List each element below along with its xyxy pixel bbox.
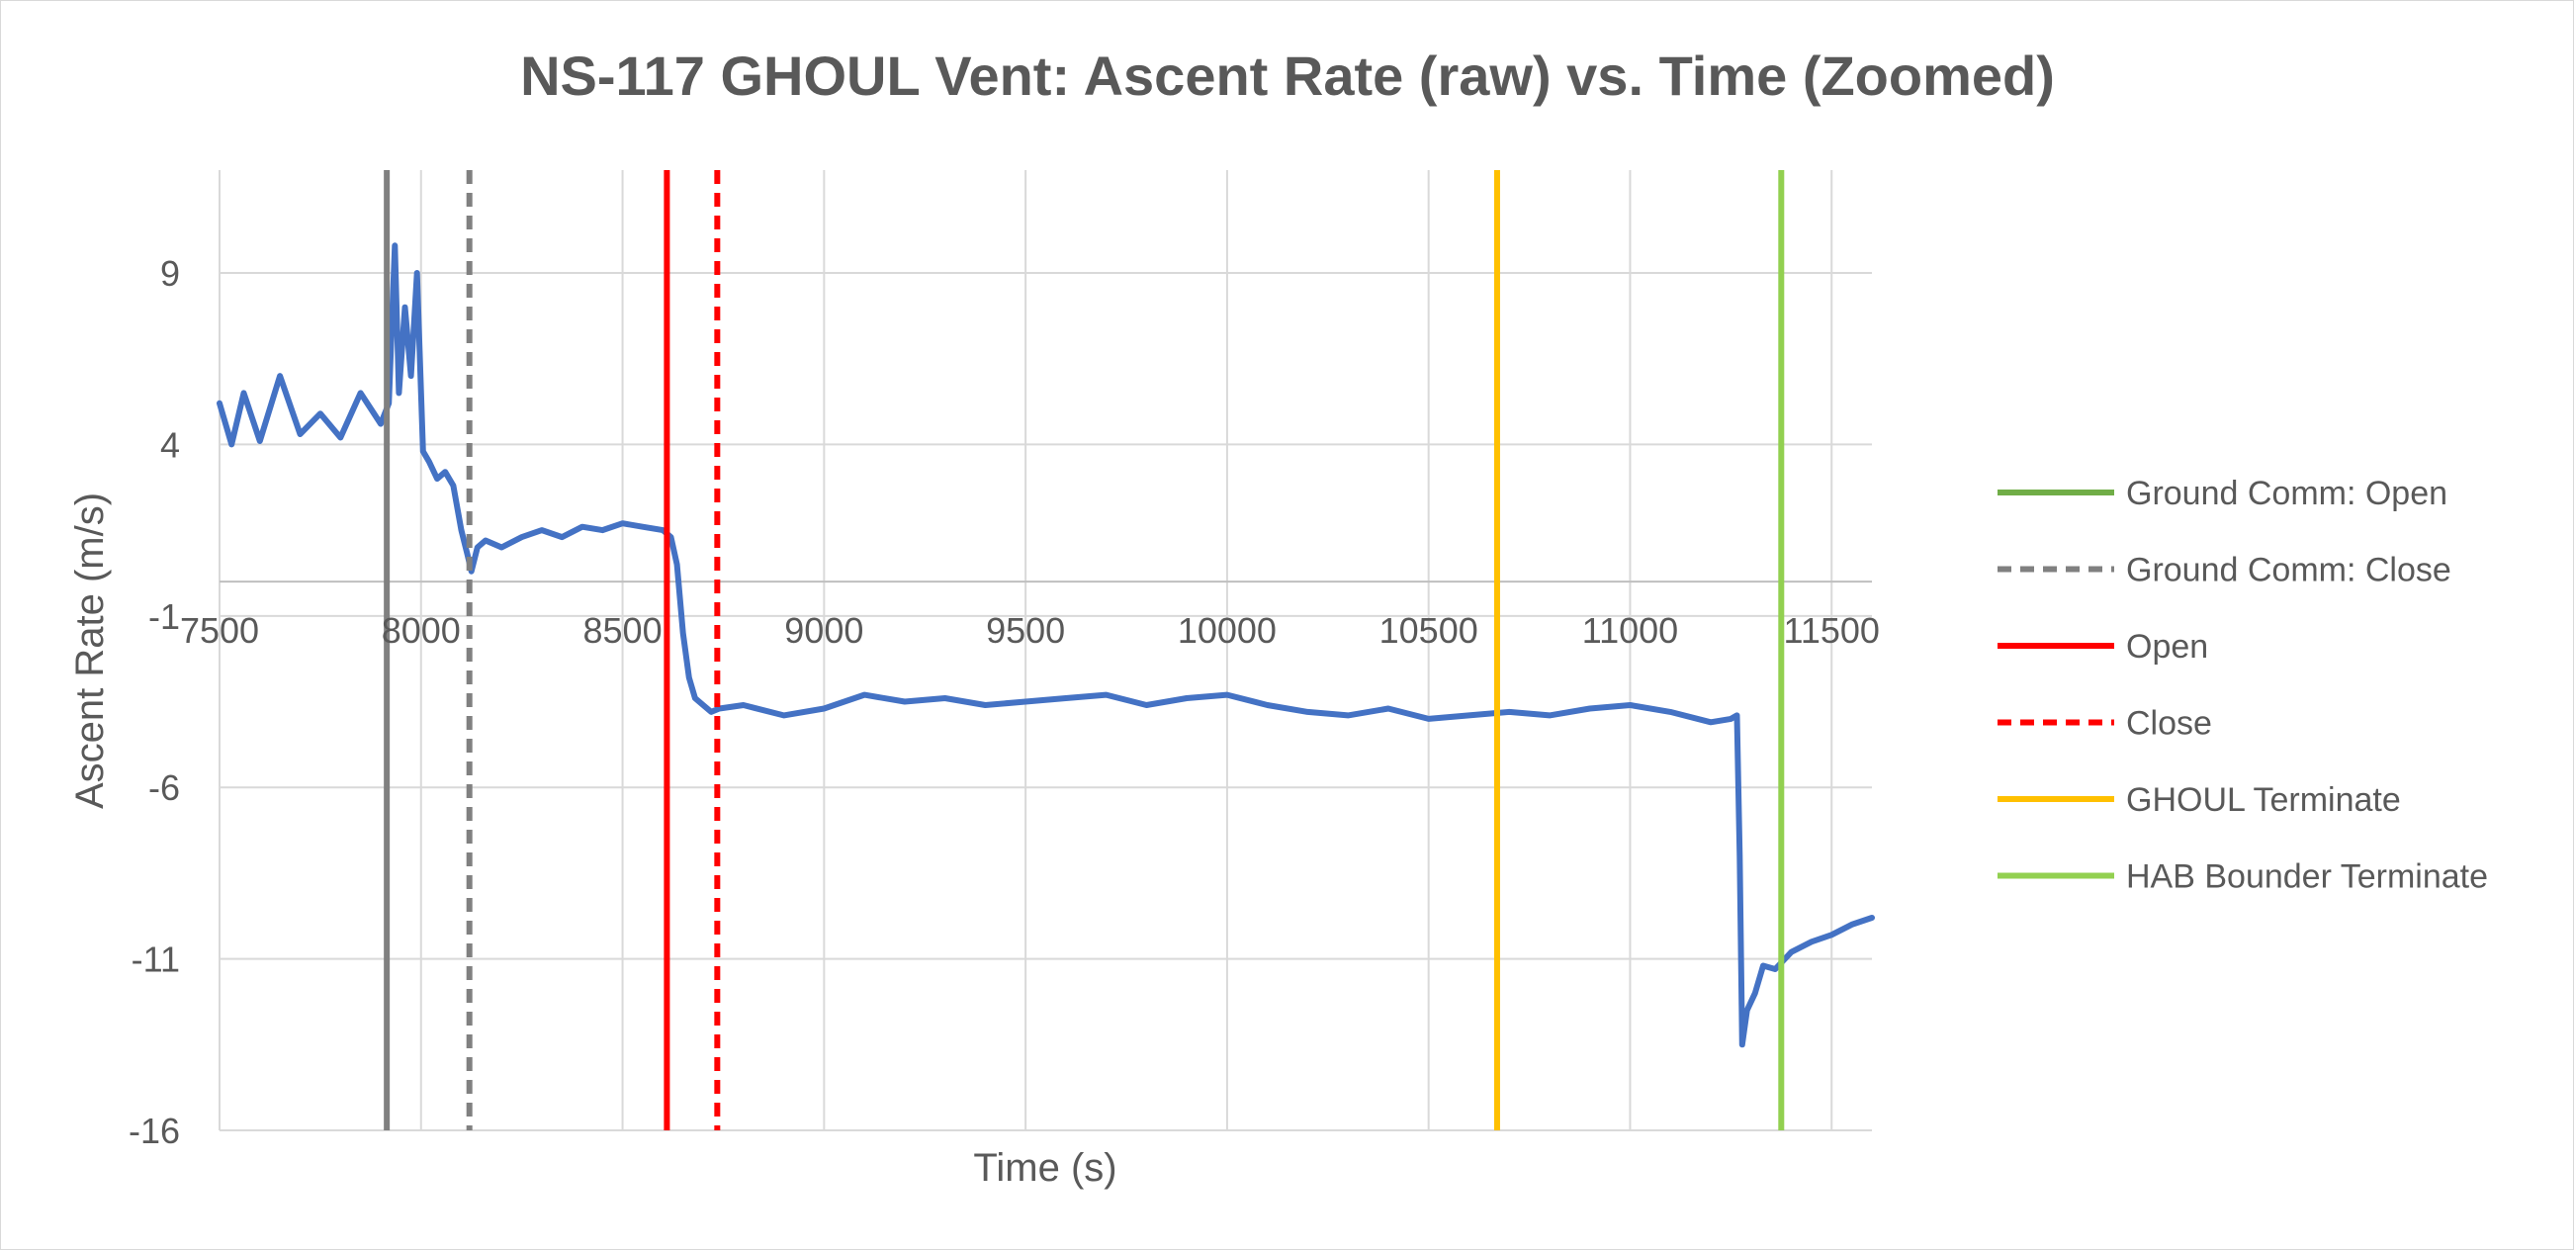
y-tick-label: -11 [132,939,180,980]
legend: Ground Comm: Open Ground Comm: Close Open C… [1998,475,2488,896]
x-tick-label: 8500 [583,610,663,651]
legend-entry: HAB Bounder Terminate [1998,858,2488,896]
legend-label: Ground Comm: Close [2126,552,2451,589]
legend-entry: Ground Comm: Open [1998,475,2447,512]
y-tick-label: 4 [160,424,180,465]
x-tick-label: 11500 [1784,610,1880,651]
marker-layer [384,170,1785,1130]
y-axis-title: Ascent Rate (m/s) [68,492,112,809]
legend-entry: Ground Comm: Close [1998,552,2451,589]
x-tick-label: 9500 [986,610,1065,651]
legend-label: HAB Bounder Terminate [2126,858,2488,896]
legend-entry: Close [1998,705,2212,743]
legend-label: Close [2126,705,2212,743]
x-tick-label: 11000 [1582,610,1678,651]
y-tick-label: -1 [148,596,180,637]
legend-entry: GHOUL Terminate [1998,781,2401,819]
x-tick-label: 7500 [180,610,259,651]
x-tick-label: 10000 [1178,610,1277,651]
y-tick-label: -6 [148,767,180,808]
x-tick-label: 10500 [1379,610,1478,651]
x-tick-label: 9000 [784,610,863,651]
legend-entry: Open [1998,628,2208,666]
axis-layer [219,170,1872,1130]
chart-title: NS-117 GHOUL Vent: Ascent Rate (raw) vs.… [520,45,2055,107]
series-line [217,242,1875,1048]
x-tick-label: 8000 [382,610,461,651]
tick-layer: 7500 8000 8500 9000 9500 10000 10500 11000 11500… [129,253,1880,1151]
legend-label: GHOUL Terminate [2126,781,2401,819]
y-tick-label: -16 [129,1111,180,1151]
x-axis-title: Time (s) [973,1146,1116,1190]
legend-label: Open [2126,628,2208,666]
series-layer [217,242,1875,1048]
legend-label: Ground Comm: Open [2126,475,2447,512]
y-tick-label: 9 [160,253,180,294]
